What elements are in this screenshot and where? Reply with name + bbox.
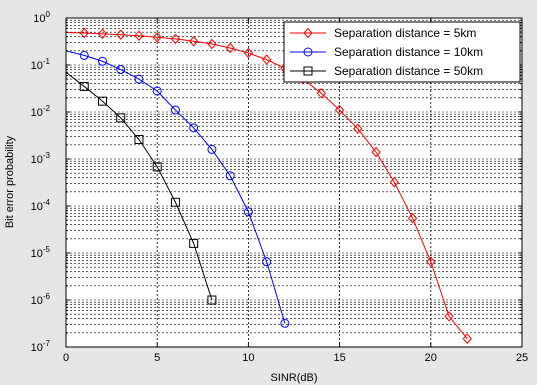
data-point [444,311,454,322]
legend-item: Separation distance = 5km [290,26,476,40]
data-point [262,257,272,267]
y-tick-label: 10-6 [31,292,51,307]
data-point [225,171,235,181]
data-point [79,81,89,91]
y-tick-label: 10-1 [31,57,51,72]
data-point [207,144,217,154]
data-point [134,134,144,144]
x-tick-label: 0 [63,352,69,364]
y-axis-label: Bit error probability [4,135,16,228]
data-point [170,197,180,207]
data-point [152,86,162,96]
x-axis-label: SINR(dB) [270,372,317,384]
series-2 [66,50,290,328]
data-point [97,28,108,40]
data-point [134,30,144,41]
y-tick-label: 10-5 [31,245,51,260]
data-point [97,96,107,106]
data-point [280,318,290,328]
x-tick-label: 15 [333,352,345,364]
legend-label: Separation distance = 50km [334,64,483,78]
data-point [243,207,253,217]
data-point [189,238,199,248]
data-point [116,29,126,41]
data-point [189,36,199,47]
data-point [353,123,363,135]
y-tick-label: 10-3 [31,151,51,166]
data-point [170,33,181,45]
data-point [371,146,381,158]
series-line [66,50,286,324]
legend-item: Separation distance = 50km [290,64,483,78]
y-tick-label: 100 [33,10,50,25]
axis-ticks: 0 5 10 15 20 25 100 10-1 10-2 10-3 10-4 10-5 10-6 10-… [31,10,529,364]
data-point [407,212,418,224]
series-1 [66,27,472,344]
data-point [389,177,399,188]
plot-frame [65,17,523,348]
data-point [207,38,217,50]
data-point [152,31,162,43]
series-line [66,71,213,301]
y-tick-label: 10-2 [31,104,51,119]
data-point [189,123,199,133]
legend-label: Separation distance = 10km [334,45,483,59]
data-point [170,105,180,115]
data-point [261,54,272,65]
data-point [152,162,162,172]
data-point [426,256,436,268]
data-point [225,42,235,54]
legend-marker [303,47,313,57]
series-3 [66,71,217,305]
legend-marker [303,27,313,39]
data-point [243,47,254,59]
data-point [134,74,144,84]
y-tick-label: 10-4 [31,198,51,213]
legend-item: Separation distance = 10km [290,45,483,59]
x-tick-label: 5 [154,352,160,364]
data-point [316,88,327,99]
data-point [116,65,126,75]
legend-label: Separation distance = 5km [334,26,476,40]
legend: Separation distance = 5km Separation dist… [283,21,521,83]
data-point [97,56,107,66]
data-point [207,295,217,305]
x-tick-label: 20 [425,352,437,364]
x-tick-label: 25 [516,352,528,364]
series-layer [66,27,472,344]
data-point [334,104,345,116]
legend-marker [303,66,313,76]
x-tick-label: 10 [242,352,254,364]
data-point [462,333,472,344]
data-point [79,27,89,39]
data-point [116,113,126,123]
series-line [66,32,468,340]
y-tick-label: 10-7 [31,339,51,354]
data-point [79,50,89,60]
